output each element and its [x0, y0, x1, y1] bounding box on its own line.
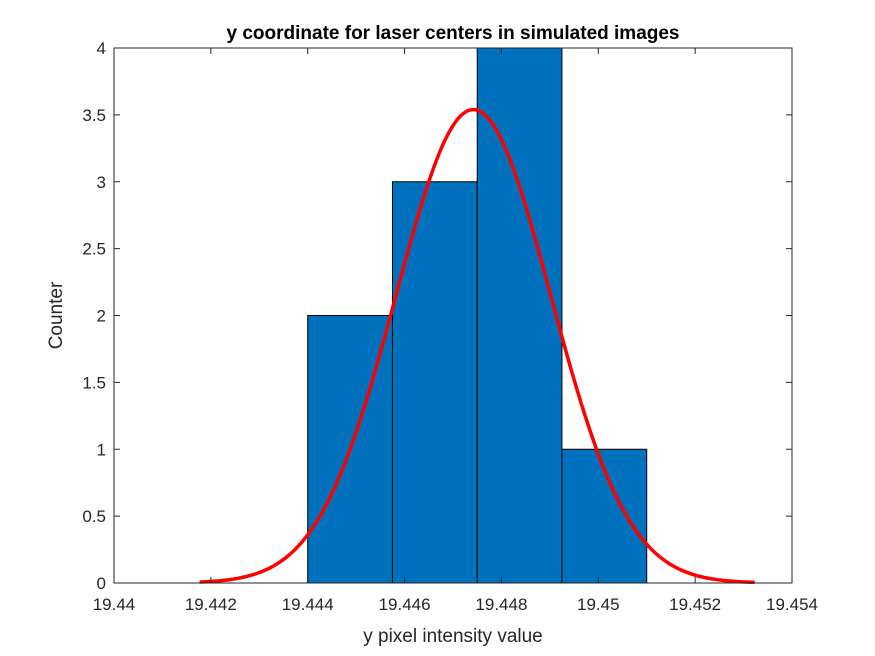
fit-curve-line	[199, 107, 756, 585]
x-tick-label: 19.454	[766, 595, 818, 614]
x-tick-label: 19.44	[93, 595, 136, 614]
axes	[113, 47, 793, 584]
x-axis-label: y pixel intensity value	[363, 626, 543, 647]
x-tick-label: 19.45	[577, 595, 620, 614]
x-tick-label: 19.452	[669, 595, 721, 614]
histogram-bar	[391, 181, 478, 584]
y-tick-label: 2.5	[82, 240, 106, 259]
x-tick-label: 19.442	[185, 595, 237, 614]
x-tick-label: 19.446	[379, 595, 431, 614]
fit-curve-layer	[199, 107, 756, 585]
y-tick-label: 3.5	[82, 106, 106, 125]
x-tick-label: 19.448	[475, 595, 527, 614]
histogram-bar	[476, 47, 563, 584]
y-tick-label: 0.5	[82, 507, 106, 526]
y-tick-label: 0	[97, 574, 106, 593]
y-tick-label: 1.5	[82, 373, 106, 392]
y-tick-label: 3	[97, 173, 106, 192]
x-tick-label: 19.444	[282, 595, 334, 614]
x-tick-labels: 19.44 19.442 19.444 19.446 19.448 19.45 19.452…	[93, 595, 818, 614]
y-tick-label: 4	[97, 39, 106, 58]
histogram-bars	[307, 47, 648, 584]
y-tick-labels: 0 0.5 1 1.5 2 2.5 3 3.5 4	[82, 39, 106, 593]
y-tick-label: 2	[97, 307, 106, 326]
y-tick-label: 1	[97, 440, 106, 459]
chart-title: y coordinate for laser centers in simula…	[227, 23, 680, 44]
y-axis-label: Counter	[46, 281, 67, 349]
